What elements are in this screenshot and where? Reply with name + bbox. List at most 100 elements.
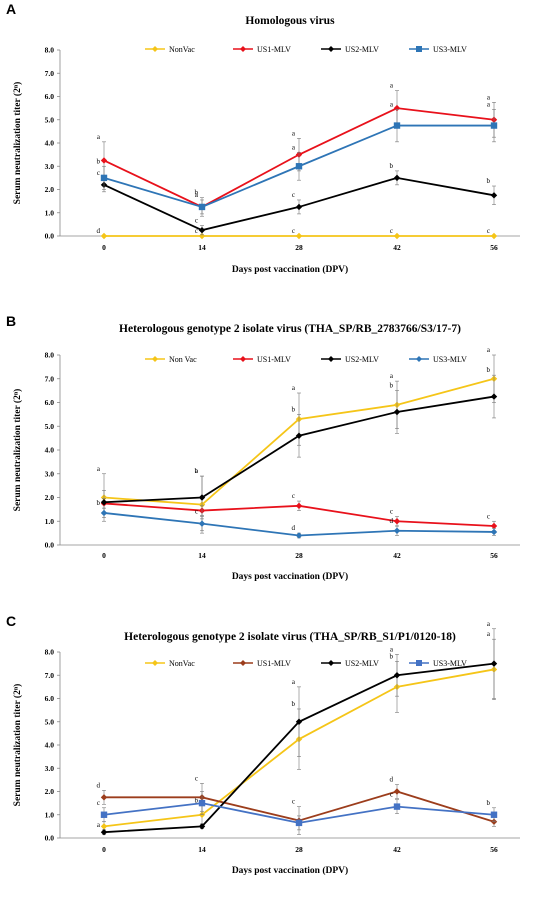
x-tick-label: 42 <box>393 243 401 252</box>
x-tick-label: 42 <box>393 551 401 560</box>
x-axis-label: Days post vaccination (DPV) <box>232 571 348 582</box>
significance-letter: b <box>97 499 101 507</box>
data-point <box>100 811 108 818</box>
data-point <box>490 660 498 667</box>
data-point <box>100 823 108 830</box>
x-tick-label: 28 <box>295 243 303 252</box>
legend-marker-2 <box>328 356 334 362</box>
significance-letter: c <box>195 774 198 782</box>
data-point <box>490 192 498 199</box>
significance-letter: a <box>487 100 491 108</box>
legend-marker-2 <box>328 660 334 666</box>
data-point <box>295 819 303 827</box>
y-tick-label: 3.0 <box>45 764 55 773</box>
chart-title: Heterologous genotype 2 isolate virus (T… <box>124 631 456 643</box>
series-1: c c c <box>100 492 498 532</box>
y-tick-label: 5.0 <box>45 422 55 431</box>
data-point <box>295 718 303 725</box>
significance-letter: d <box>292 524 296 532</box>
data-point <box>100 828 108 836</box>
legend-entry-2: US2-MLV <box>345 355 379 364</box>
significance-letter: a <box>292 143 296 151</box>
data-point <box>198 226 206 234</box>
panel-label: C <box>6 613 16 629</box>
significance-letter: a <box>487 630 491 638</box>
y-tick-label: 8.0 <box>45 351 55 360</box>
y-tick-label: 3.0 <box>45 162 55 171</box>
y-tick-label: 2.0 <box>45 787 55 796</box>
legend-entry-3: US3-MLV <box>433 355 467 364</box>
significance-letter: c <box>292 191 295 199</box>
significance-letter: c <box>390 227 393 235</box>
y-tick-label: 6.0 <box>45 398 55 407</box>
significance-letter: c <box>292 492 295 500</box>
x-tick-label: 42 <box>393 845 401 854</box>
significance-letter: c <box>390 508 393 516</box>
significance-letter: c <box>390 791 393 799</box>
significance-letter: a <box>487 346 491 354</box>
y-tick-label: 1.0 <box>45 208 55 217</box>
y-tick-label: 2.0 <box>45 185 55 194</box>
y-tick-label: 2.0 <box>45 493 55 502</box>
series-3: c c b <box>97 791 498 831</box>
y-tick-label: 0.0 <box>45 834 55 843</box>
y-tick-label: 7.0 <box>45 671 55 680</box>
y-tick-label: 5.0 <box>45 115 55 124</box>
legend-entry-1: US1-MLV <box>257 659 291 668</box>
significance-letter: c <box>487 227 490 235</box>
y-axis-label: Serum neutralization titer (2ⁿ) <box>12 684 23 807</box>
data-point <box>198 520 206 527</box>
significance-letter: b <box>390 162 394 170</box>
y-tick-label: 1.0 <box>45 517 55 526</box>
series-3: b b a a a <box>97 100 498 217</box>
legend-marker-3 <box>416 356 422 362</box>
data-point <box>393 232 401 240</box>
significance-letter: a <box>390 82 394 90</box>
panel-label: A <box>6 1 16 17</box>
legend-entry-3: US3-MLV <box>433 45 467 54</box>
series-2: c c c b b <box>97 162 498 236</box>
legend-marker-0 <box>152 660 158 666</box>
x-tick-label: 14 <box>198 845 206 854</box>
y-tick-label: 4.0 <box>45 446 55 455</box>
x-tick-label: 14 <box>198 243 206 252</box>
y-tick-label: 0.0 <box>45 232 55 241</box>
legend-marker-3 <box>416 660 422 666</box>
significance-letter: b <box>195 189 199 197</box>
significance-letter: b <box>390 382 394 390</box>
data-point <box>490 232 498 240</box>
y-tick-label: 0.0 <box>45 541 55 550</box>
significance-letter: b <box>195 467 199 475</box>
panel-label: B <box>6 313 16 329</box>
data-point <box>100 794 108 801</box>
legend-marker-1 <box>240 660 246 666</box>
x-axis-label: Days post vaccination (DPV) <box>232 264 348 275</box>
chart-title: Homologous virus <box>245 15 335 27</box>
significance-letter: a <box>292 384 296 392</box>
data-point <box>490 811 498 818</box>
significance-letter: b <box>487 366 491 374</box>
legend-marker-0 <box>152 356 158 362</box>
significance-letter: a <box>390 645 394 653</box>
significance-letter: a <box>487 620 491 628</box>
significance-letter: a <box>97 821 101 829</box>
data-point <box>490 522 498 530</box>
x-tick-label: 0 <box>102 845 106 854</box>
data-point <box>198 232 206 240</box>
data-point <box>393 122 401 129</box>
data-point <box>100 174 108 182</box>
data-point <box>100 232 108 240</box>
legend-entry-2: US2-MLV <box>345 659 379 668</box>
significance-letter: d <box>390 776 394 784</box>
significance-letter: c <box>195 227 198 235</box>
y-tick-label: 5.0 <box>45 717 55 726</box>
x-axis-label: Days post vaccination (DPV) <box>232 865 348 876</box>
significance-letter: a <box>97 133 101 141</box>
data-point <box>100 499 108 506</box>
legend-entry-0: NonVac <box>169 659 195 668</box>
significance-letter: b <box>292 405 296 413</box>
significance-letter: d <box>390 517 394 525</box>
